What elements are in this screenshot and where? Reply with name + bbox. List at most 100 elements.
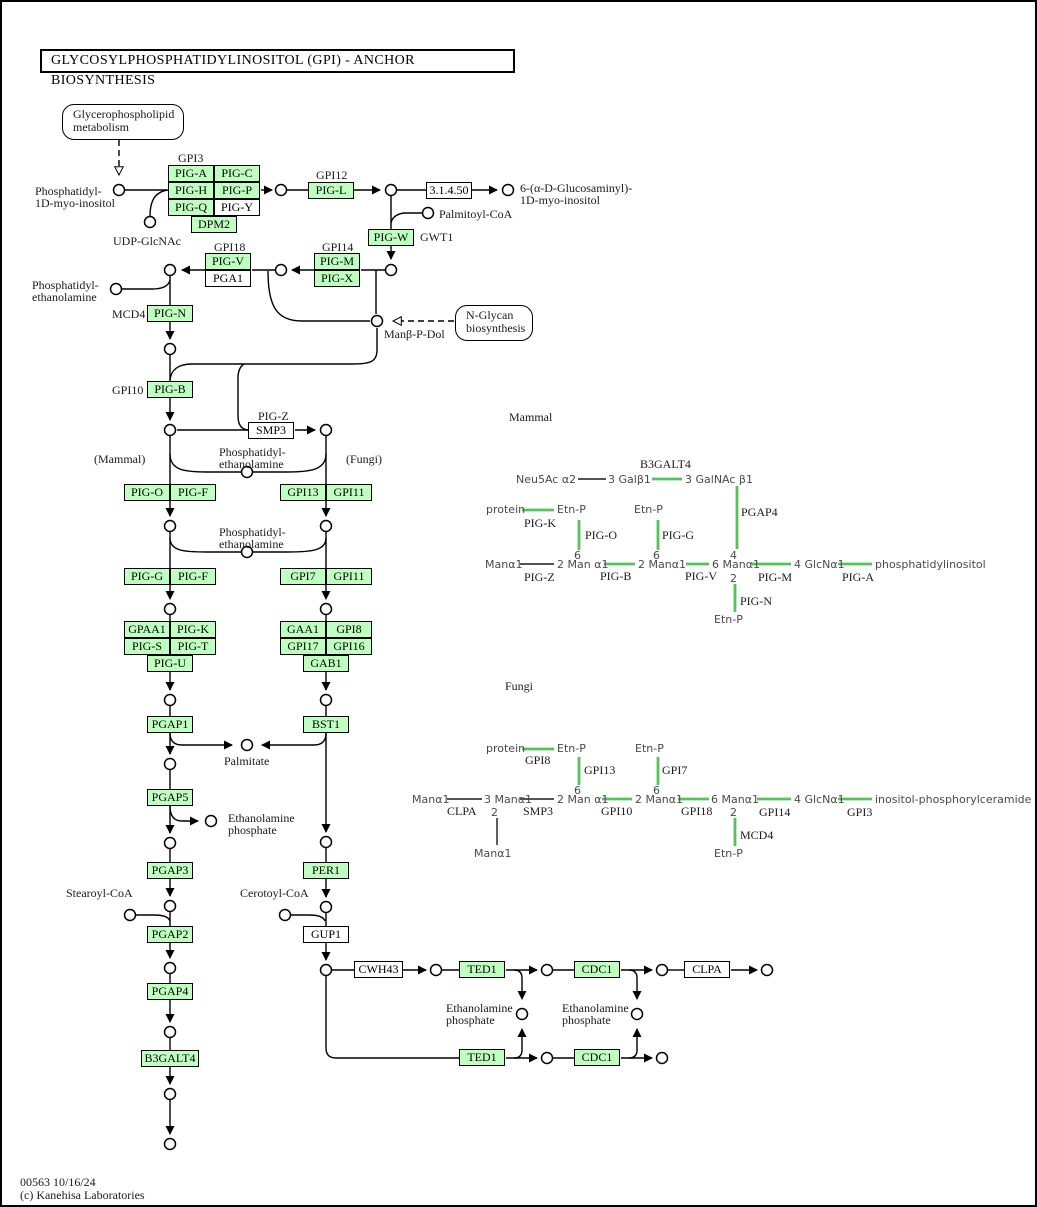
- compound-node[interactable]: [274, 263, 288, 277]
- gene-box-ted1[interactable]: TED1: [459, 1049, 505, 1066]
- compound-node[interactable]: [204, 814, 218, 828]
- compound-node[interactable]: [319, 835, 333, 849]
- gene-box-pgap3[interactable]: PGAP3: [147, 862, 193, 879]
- compound-node[interactable]: [370, 314, 384, 328]
- gene-box-gpi17[interactable]: GPI17: [280, 638, 326, 655]
- compound-node[interactable]: [163, 423, 177, 437]
- gene-box-pig-p[interactable]: PIG-P: [214, 182, 260, 199]
- gene-box-pig-w[interactable]: PIG-W: [368, 229, 414, 246]
- gene-box-pig-h[interactable]: PIG-H: [168, 182, 214, 199]
- gene-box-3-1-4-50[interactable]: 3.1.4.50: [426, 182, 472, 199]
- compound-node[interactable]: [319, 963, 333, 977]
- map-link-glycerophospholipid-metabolism[interactable]: Glycerophospholipid metabolism: [62, 104, 184, 140]
- compound-node[interactable]: [163, 757, 177, 771]
- gene-box-pig-c[interactable]: PIG-C: [214, 165, 260, 182]
- gene-box-gpi11[interactable]: GPI11: [326, 568, 372, 585]
- gene-box-pig-t[interactable]: PIG-T: [170, 638, 216, 655]
- compound-node[interactable]: [109, 282, 123, 296]
- compound-node[interactable]: [112, 183, 126, 197]
- gene-box-pig-v[interactable]: PIG-V: [205, 253, 251, 270]
- gene-box-pig-l[interactable]: PIG-L: [308, 182, 354, 199]
- compound-node[interactable]: [760, 963, 774, 977]
- gene-box-gpi8[interactable]: GPI8: [326, 621, 372, 638]
- gene-box-pig-u[interactable]: PIG-U: [147, 655, 193, 672]
- compound-node[interactable]: [163, 602, 177, 616]
- compound-node[interactable]: [123, 908, 137, 922]
- compound-node[interactable]: [163, 961, 177, 975]
- compound-node[interactable]: [163, 342, 177, 356]
- compound-node[interactable]: [630, 1007, 644, 1021]
- compound-node[interactable]: [163, 1087, 177, 1101]
- compound-node[interactable]: [319, 519, 333, 533]
- compound-node[interactable]: [163, 1137, 177, 1151]
- gene-box-pig-k[interactable]: PIG-K: [170, 621, 216, 638]
- label--mammal-: (Mammal): [94, 452, 146, 466]
- compound-node[interactable]: [278, 908, 292, 922]
- gene-box-pig-q[interactable]: PIG-Q: [168, 199, 214, 216]
- compound-node[interactable]: [163, 519, 177, 533]
- compound-node[interactable]: [421, 206, 435, 220]
- compound-node[interactable]: [163, 836, 177, 850]
- gene-box-pgap5[interactable]: PGAP5: [147, 789, 193, 806]
- compound-node[interactable]: [240, 738, 254, 752]
- gene-box-bst1[interactable]: BST1: [303, 716, 349, 733]
- gene-box-pig-y[interactable]: PIG-Y: [214, 199, 260, 216]
- gene-box-pga1[interactable]: PGA1: [205, 270, 251, 287]
- compound-node[interactable]: [429, 963, 443, 977]
- gene-box-gpi16[interactable]: GPI16: [326, 638, 372, 655]
- compound-node[interactable]: [143, 215, 157, 229]
- compound-node[interactable]: [540, 963, 554, 977]
- gene-box-gpi7[interactable]: GPI7: [280, 568, 326, 585]
- compound-node[interactable]: [319, 602, 333, 616]
- gene-box-pig-f[interactable]: PIG-F: [170, 568, 216, 585]
- compound-node[interactable]: [501, 183, 515, 197]
- gene-box-pig-n[interactable]: PIG-N: [147, 305, 193, 322]
- gene-box-cwh43[interactable]: CWH43: [354, 961, 403, 978]
- label-etn-p: Etn-P: [557, 742, 586, 755]
- compound-node[interactable]: [655, 1051, 669, 1065]
- gene-box-gaa1[interactable]: GAA1: [280, 621, 326, 638]
- gene-box-cdc1[interactable]: CDC1: [574, 1049, 620, 1066]
- compound-node[interactable]: [163, 899, 177, 913]
- gene-box-pig-f[interactable]: PIG-F: [170, 484, 216, 501]
- gene-box-pgap1[interactable]: PGAP1: [147, 716, 193, 733]
- compound-node[interactable]: [384, 183, 398, 197]
- gene-box-clpa[interactable]: CLPA: [684, 961, 730, 978]
- compound-node[interactable]: [319, 423, 333, 437]
- gene-box-gpi11[interactable]: GPI11: [326, 484, 372, 501]
- gene-box-pig-x[interactable]: PIG-X: [314, 270, 360, 287]
- compound-node[interactable]: [384, 263, 398, 277]
- compound-node[interactable]: [515, 1007, 529, 1021]
- compound-node[interactable]: [540, 1051, 554, 1065]
- label-3-gal-1: 3 Galβ1: [608, 473, 651, 486]
- compound-node[interactable]: [240, 465, 254, 479]
- gene-box-dpm2[interactable]: DPM2: [191, 216, 237, 233]
- map-link-n-glycan-biosynthesis[interactable]: N-Glycan biosynthesis: [455, 305, 533, 341]
- gene-box-pig-m[interactable]: PIG-M: [314, 253, 360, 270]
- gene-box-b3galt4[interactable]: B3GALT4: [141, 1050, 199, 1067]
- compound-node[interactable]: [163, 1025, 177, 1039]
- compound-node[interactable]: [319, 900, 333, 914]
- gene-box-per1[interactable]: PER1: [303, 862, 349, 879]
- compound-node[interactable]: [274, 183, 288, 197]
- gene-box-gab1[interactable]: GAB1: [303, 655, 349, 672]
- gene-box-pig-b[interactable]: PIG-B: [147, 381, 193, 398]
- compound-node[interactable]: [655, 963, 669, 977]
- gene-box-pgap2[interactable]: PGAP2: [147, 926, 193, 943]
- gene-box-gpaa1[interactable]: GPAA1: [124, 621, 170, 638]
- gene-box-smp3[interactable]: SMP3: [248, 422, 294, 439]
- gene-box-ted1[interactable]: TED1: [459, 961, 505, 978]
- gene-box-gpi13[interactable]: GPI13: [280, 484, 326, 501]
- compound-node[interactable]: [240, 545, 254, 559]
- gene-box-pig-o[interactable]: PIG-O: [124, 484, 170, 501]
- gene-box-pig-g[interactable]: PIG-G: [124, 568, 170, 585]
- compound-node[interactable]: [319, 693, 333, 707]
- gene-box-gup1[interactable]: GUP1: [303, 926, 349, 943]
- gene-box-pig-a[interactable]: PIG-A: [168, 165, 214, 182]
- compound-node[interactable]: [163, 263, 177, 277]
- gene-box-pig-s[interactable]: PIG-S: [124, 638, 170, 655]
- gene-box-cdc1[interactable]: CDC1: [574, 961, 620, 978]
- gene-box-pgap4[interactable]: PGAP4: [147, 983, 193, 1000]
- compound-node[interactable]: [163, 693, 177, 707]
